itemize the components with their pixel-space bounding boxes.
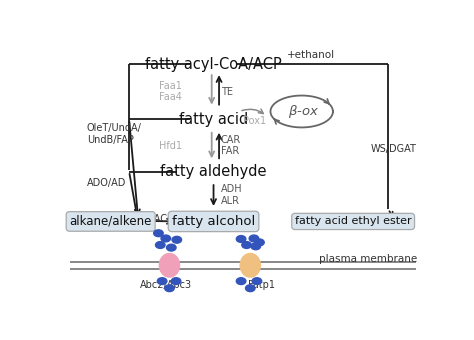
Text: Hfd1: Hfd1 <box>159 140 182 151</box>
Circle shape <box>252 278 262 285</box>
Circle shape <box>171 278 181 285</box>
Text: alkane/alkene: alkane/alkene <box>70 215 152 228</box>
Text: Fatp1: Fatp1 <box>248 279 275 290</box>
Text: TE: TE <box>221 87 233 97</box>
Circle shape <box>242 242 251 249</box>
Text: plasma membrane: plasma membrane <box>319 254 417 264</box>
Text: +ethanol: +ethanol <box>287 50 335 60</box>
Text: WS/DGAT: WS/DGAT <box>371 144 417 154</box>
Circle shape <box>166 244 176 251</box>
Circle shape <box>237 236 246 242</box>
Text: FACoAR: FACoAR <box>149 214 187 224</box>
Circle shape <box>249 235 259 242</box>
Text: fatty acid: fatty acid <box>179 112 248 127</box>
Circle shape <box>164 285 174 292</box>
Text: fatty aldehyde: fatty aldehyde <box>160 164 267 179</box>
Circle shape <box>161 235 171 242</box>
Circle shape <box>154 230 163 237</box>
Text: ADH
ALR: ADH ALR <box>221 185 243 206</box>
Circle shape <box>155 242 165 249</box>
Circle shape <box>157 278 167 285</box>
Text: fatty acyl-CoA/ACP: fatty acyl-CoA/ACP <box>145 57 282 72</box>
Circle shape <box>246 285 255 292</box>
Text: fatty alcohol: fatty alcohol <box>172 215 255 228</box>
Circle shape <box>237 278 246 285</box>
Text: $\beta$-ox: $\beta$-ox <box>288 103 319 120</box>
Text: OleT/UndA/
UndB/FAP: OleT/UndA/ UndB/FAP <box>87 123 142 144</box>
Circle shape <box>172 236 182 243</box>
Text: Faa1
Faa4: Faa1 Faa4 <box>159 81 182 102</box>
Text: Pox1: Pox1 <box>243 116 266 126</box>
Text: CAR
FAR: CAR FAR <box>221 135 241 156</box>
Text: ADO/AD: ADO/AD <box>87 178 126 188</box>
Text: Abc2/Abc3: Abc2/Abc3 <box>140 279 192 290</box>
Ellipse shape <box>240 254 260 277</box>
Circle shape <box>255 239 264 246</box>
Ellipse shape <box>159 254 180 277</box>
Circle shape <box>251 243 261 250</box>
Text: fatty acid ethyl ester: fatty acid ethyl ester <box>295 217 411 226</box>
